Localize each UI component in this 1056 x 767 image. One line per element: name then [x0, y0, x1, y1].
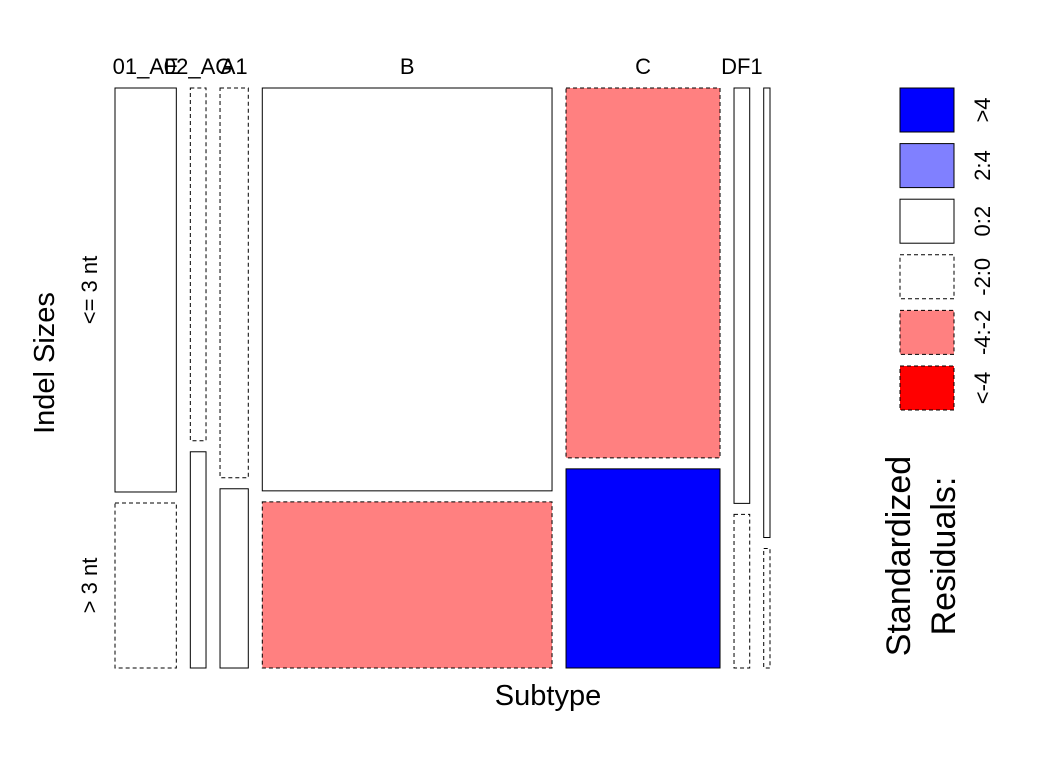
legend-label-4: -4:-2 — [970, 310, 995, 355]
mosaic-cells — [114, 87, 771, 669]
column-label-C: C — [635, 54, 651, 79]
y-axis-label: Indel Sizes — [29, 292, 61, 434]
column-label-02_AG: 02_AG — [164, 54, 233, 79]
legend-title-line-1: Standardized — [880, 456, 918, 656]
x-axis-label: Subtype — [495, 680, 601, 712]
mosaic-cell-DF1-row-1 — [733, 513, 751, 669]
mosaic-cell-01_AE-row-0 — [114, 87, 177, 493]
legend-label-5: <-4 — [970, 372, 995, 404]
mosaic-cell-01_AE-row-1 — [114, 502, 177, 669]
legend-swatch-3 — [899, 254, 955, 300]
mosaic-cell-A1-row-0 — [219, 87, 249, 479]
legend-label-2: 0:2 — [970, 206, 995, 237]
mosaic-cell-02_AG-row-1 — [189, 451, 207, 669]
mosaic-cell-col6-row-0 — [763, 87, 771, 539]
column-label-A1: A1 — [221, 54, 248, 79]
mosaic-cell-C-row-0 — [565, 87, 721, 459]
mosaic-cell-A1-row-1 — [219, 488, 249, 669]
legend-swatch-0 — [899, 87, 955, 133]
legend-label-3: -2:0 — [970, 258, 995, 296]
legend-swatch-4 — [899, 309, 955, 355]
mosaic-cell-B-row-1 — [261, 501, 553, 669]
column-label-DF1: DF1 — [721, 54, 763, 79]
mosaic-cell-col6-row-1 — [763, 548, 771, 669]
legend-swatch-5 — [899, 365, 955, 411]
column-label-B: B — [400, 54, 415, 79]
row-label-0: <= 3 nt — [77, 256, 102, 325]
legend-title-line-2: Residuals: — [925, 477, 963, 636]
legend-swatch-2 — [899, 198, 955, 244]
legend-label-0: >4 — [970, 97, 995, 122]
legend-label-1: 2:4 — [970, 150, 995, 181]
mosaic-cell-02_AG-row-0 — [189, 87, 207, 442]
column-label-01_AE: 01_AE — [113, 54, 179, 79]
mosaic-cell-C-row-1 — [565, 468, 721, 669]
row-label-1: > 3 nt — [77, 558, 102, 614]
legend-swatch-1 — [899, 143, 955, 189]
mosaic-cell-B-row-0 — [261, 87, 553, 492]
row-labels: <= 3 nt > 3 nt — [77, 256, 102, 614]
legend: >4 2:4 0:2 -2:0 -4:-2 <-4 — [899, 87, 995, 411]
mosaic-cell-DF1-row-0 — [733, 87, 751, 504]
